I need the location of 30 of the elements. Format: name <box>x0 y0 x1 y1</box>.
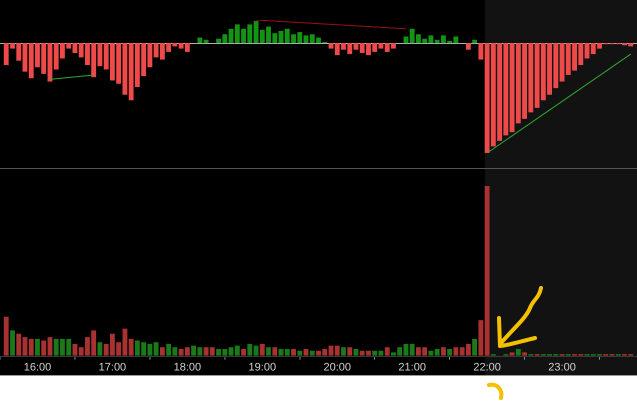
x-tick-label: 17:00 <box>98 361 126 374</box>
bar <box>466 43 471 50</box>
bar <box>266 347 271 356</box>
bar <box>160 347 165 356</box>
bar <box>341 347 346 356</box>
x-tick-label: 16:00 <box>24 361 52 374</box>
x-tick-label: 22:00 <box>473 361 501 374</box>
bar <box>260 344 265 356</box>
bar <box>291 349 296 356</box>
bar <box>447 349 452 356</box>
bar <box>510 352 514 356</box>
bar <box>304 349 308 356</box>
bar <box>297 350 302 356</box>
bar <box>4 316 9 356</box>
bar <box>441 347 446 356</box>
bar <box>10 330 15 356</box>
x-tick-label: 20:00 <box>323 361 351 374</box>
x-tick-label: 19:00 <box>248 361 276 374</box>
bar <box>35 338 40 356</box>
bar <box>516 349 521 356</box>
bar <box>241 349 246 356</box>
bar <box>310 350 315 356</box>
bar <box>472 40 478 44</box>
bar <box>472 338 478 356</box>
bar <box>354 349 358 356</box>
x-tick-label: 23:00 <box>548 361 576 374</box>
bar <box>97 342 102 356</box>
x-tick-label: 21:00 <box>398 361 426 374</box>
x-tick-label: 18:00 <box>174 361 202 374</box>
bar <box>522 352 528 356</box>
